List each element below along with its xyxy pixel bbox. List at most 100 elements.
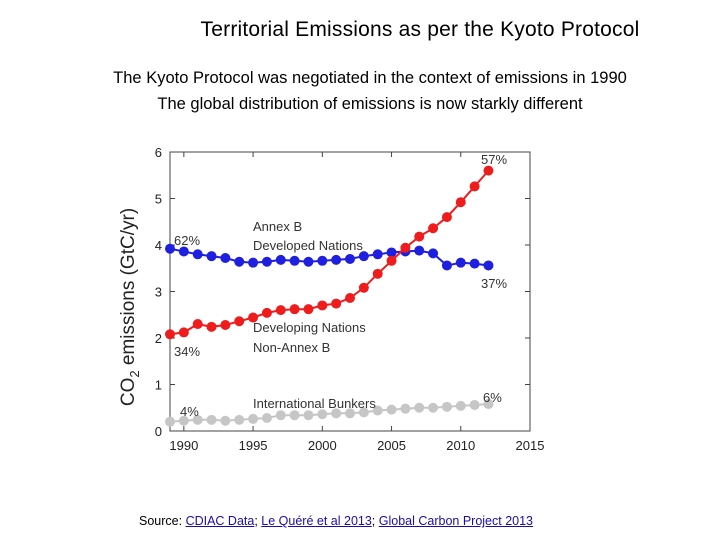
source-link-cdiac[interactable]: CDIAC Data [185, 514, 255, 528]
annex-b-data-point [358, 251, 369, 262]
annex-b-data-point [469, 258, 480, 269]
developing-data-point [400, 242, 411, 253]
annex-b-data-point [483, 260, 494, 271]
subtitle-line-1: The Kyoto Protocol was negotiated in the… [113, 69, 627, 87]
bunkers-data-point [345, 408, 355, 419]
bunkers-data-point [178, 415, 189, 426]
developing-data-point [317, 300, 328, 311]
bunkers-data-point [428, 402, 439, 413]
developing-data-point [455, 197, 466, 208]
chart-annotations: Annex B Developed Nations 62% 37% Develo… [174, 152, 507, 419]
developing-data-point [372, 268, 383, 279]
developing-label-line2: Non-Annex B [253, 340, 330, 355]
bunkers-data-point [234, 414, 245, 425]
developing-data-point [178, 327, 189, 338]
annex-b-data-point [289, 255, 300, 266]
developing-data-point [289, 304, 300, 315]
bunkers-start-pct: 4% [180, 404, 199, 419]
bunkers-data-point [248, 413, 259, 424]
developing-data-point [192, 319, 203, 330]
bunkers-data-point [275, 410, 286, 421]
y-tick-label: 0 [155, 424, 162, 439]
annex-label-line1: Annex B [253, 219, 302, 234]
x-tick-label: 2000 [308, 438, 337, 453]
bunkers-data-point [400, 403, 411, 414]
developing-data-point [261, 307, 272, 318]
annex-b-data-point [428, 248, 439, 259]
chart-axes: 0 1 2 3 4 5 6 1990 1995 2000 2005 2010 2015 [155, 145, 545, 453]
developing-data-point [483, 165, 494, 176]
y-axis-label-rest: emissions (GtC/yr) [118, 208, 139, 371]
source-separator: ; [254, 514, 262, 528]
bunkers-data-point [303, 410, 314, 421]
developing-data-point [234, 316, 245, 327]
developing-data-point [441, 212, 452, 223]
svg-text:CO2 emissions (GtC/yr): CO2 emissions (GtC/yr) [118, 208, 142, 406]
bunkers-data-point [289, 410, 300, 421]
developing-data-point [414, 231, 425, 242]
developing-data-point [206, 321, 217, 332]
developing-data-point [386, 255, 397, 266]
bunkers-data-point [455, 400, 466, 411]
bunkers-data-point [469, 399, 480, 410]
developing-data-point [469, 181, 480, 192]
annex-b-data-point [372, 249, 383, 260]
y-axis-label-subscript: 2 [127, 370, 142, 377]
x-tick-label: 2010 [446, 438, 475, 453]
bunkers-data-point [483, 399, 494, 410]
developing-data-point [358, 282, 369, 293]
bunkers-data-point [317, 409, 328, 420]
annex-b-data-point [234, 256, 245, 267]
source-link-le-quere[interactable]: Le Quéré et al 2013 [261, 514, 372, 528]
annex-b-data-point [248, 257, 259, 268]
bunkers-label: International Bunkers [253, 396, 376, 411]
annex-b-data-point [345, 253, 355, 264]
developing-data-point [345, 293, 355, 304]
bunkers-data-point [372, 405, 383, 416]
bunkers-data-point [441, 401, 452, 412]
bunkers-data-point [192, 414, 203, 425]
annex-b-data-point [165, 243, 175, 254]
source-separator: ; [371, 514, 379, 528]
bunkers-data-point [331, 408, 342, 419]
developing-data-point [248, 312, 259, 323]
y-tick-label: 1 [155, 378, 162, 393]
x-tick-label: 1995 [239, 438, 268, 453]
x-tick-label: 2005 [377, 438, 406, 453]
developing-label-line1: Developing Nations [253, 320, 366, 335]
annex-b-data-point [220, 253, 231, 264]
y-axis-label-main: CO [118, 378, 139, 407]
annex-b-data-point [275, 254, 286, 265]
annex-end-pct: 37% [481, 276, 507, 291]
annex-b-data-point [331, 254, 342, 265]
source-link-gcp[interactable]: Global Carbon Project 2013 [378, 514, 534, 528]
x-tick-label: 1990 [169, 438, 198, 453]
subtitle-line-2: The global distribution of emissions is … [157, 95, 583, 113]
bunkers-data-point [220, 415, 231, 426]
plot-frame [169, 151, 531, 432]
bunkers-data-point [386, 404, 397, 415]
developing-end-pct: 57% [481, 152, 507, 167]
annex-b-data-point [192, 249, 203, 260]
y-tick-label: 3 [155, 285, 162, 300]
source-prefix: Source: [139, 514, 186, 528]
annex-b-data-point [317, 255, 328, 266]
source-citation: Source: CDIAC Data; Le Quéré et al 2013;… [139, 514, 533, 528]
annex-b-data-point [414, 245, 425, 256]
annex-b-data-point [303, 256, 314, 267]
developing-data-point [331, 298, 342, 309]
bunkers-end-pct: 6% [483, 390, 502, 405]
developing-data-point [303, 304, 314, 315]
bunkers-data-point [261, 412, 272, 423]
developing-data-point [428, 223, 439, 234]
y-tick-label: 2 [155, 331, 162, 346]
y-tick-label: 6 [155, 145, 162, 160]
annex-b-data-point [455, 257, 466, 268]
annex-start-pct: 62% [174, 233, 200, 248]
annex-b-data-point [386, 247, 397, 258]
y-axis-label: CO2 emissions (GtC/yr) [118, 208, 142, 406]
annex-b-data-point [261, 256, 272, 267]
bunkers-data-point [165, 416, 175, 427]
annex-label-line2: Developed Nations [253, 238, 363, 253]
developing-data-point [275, 305, 286, 316]
